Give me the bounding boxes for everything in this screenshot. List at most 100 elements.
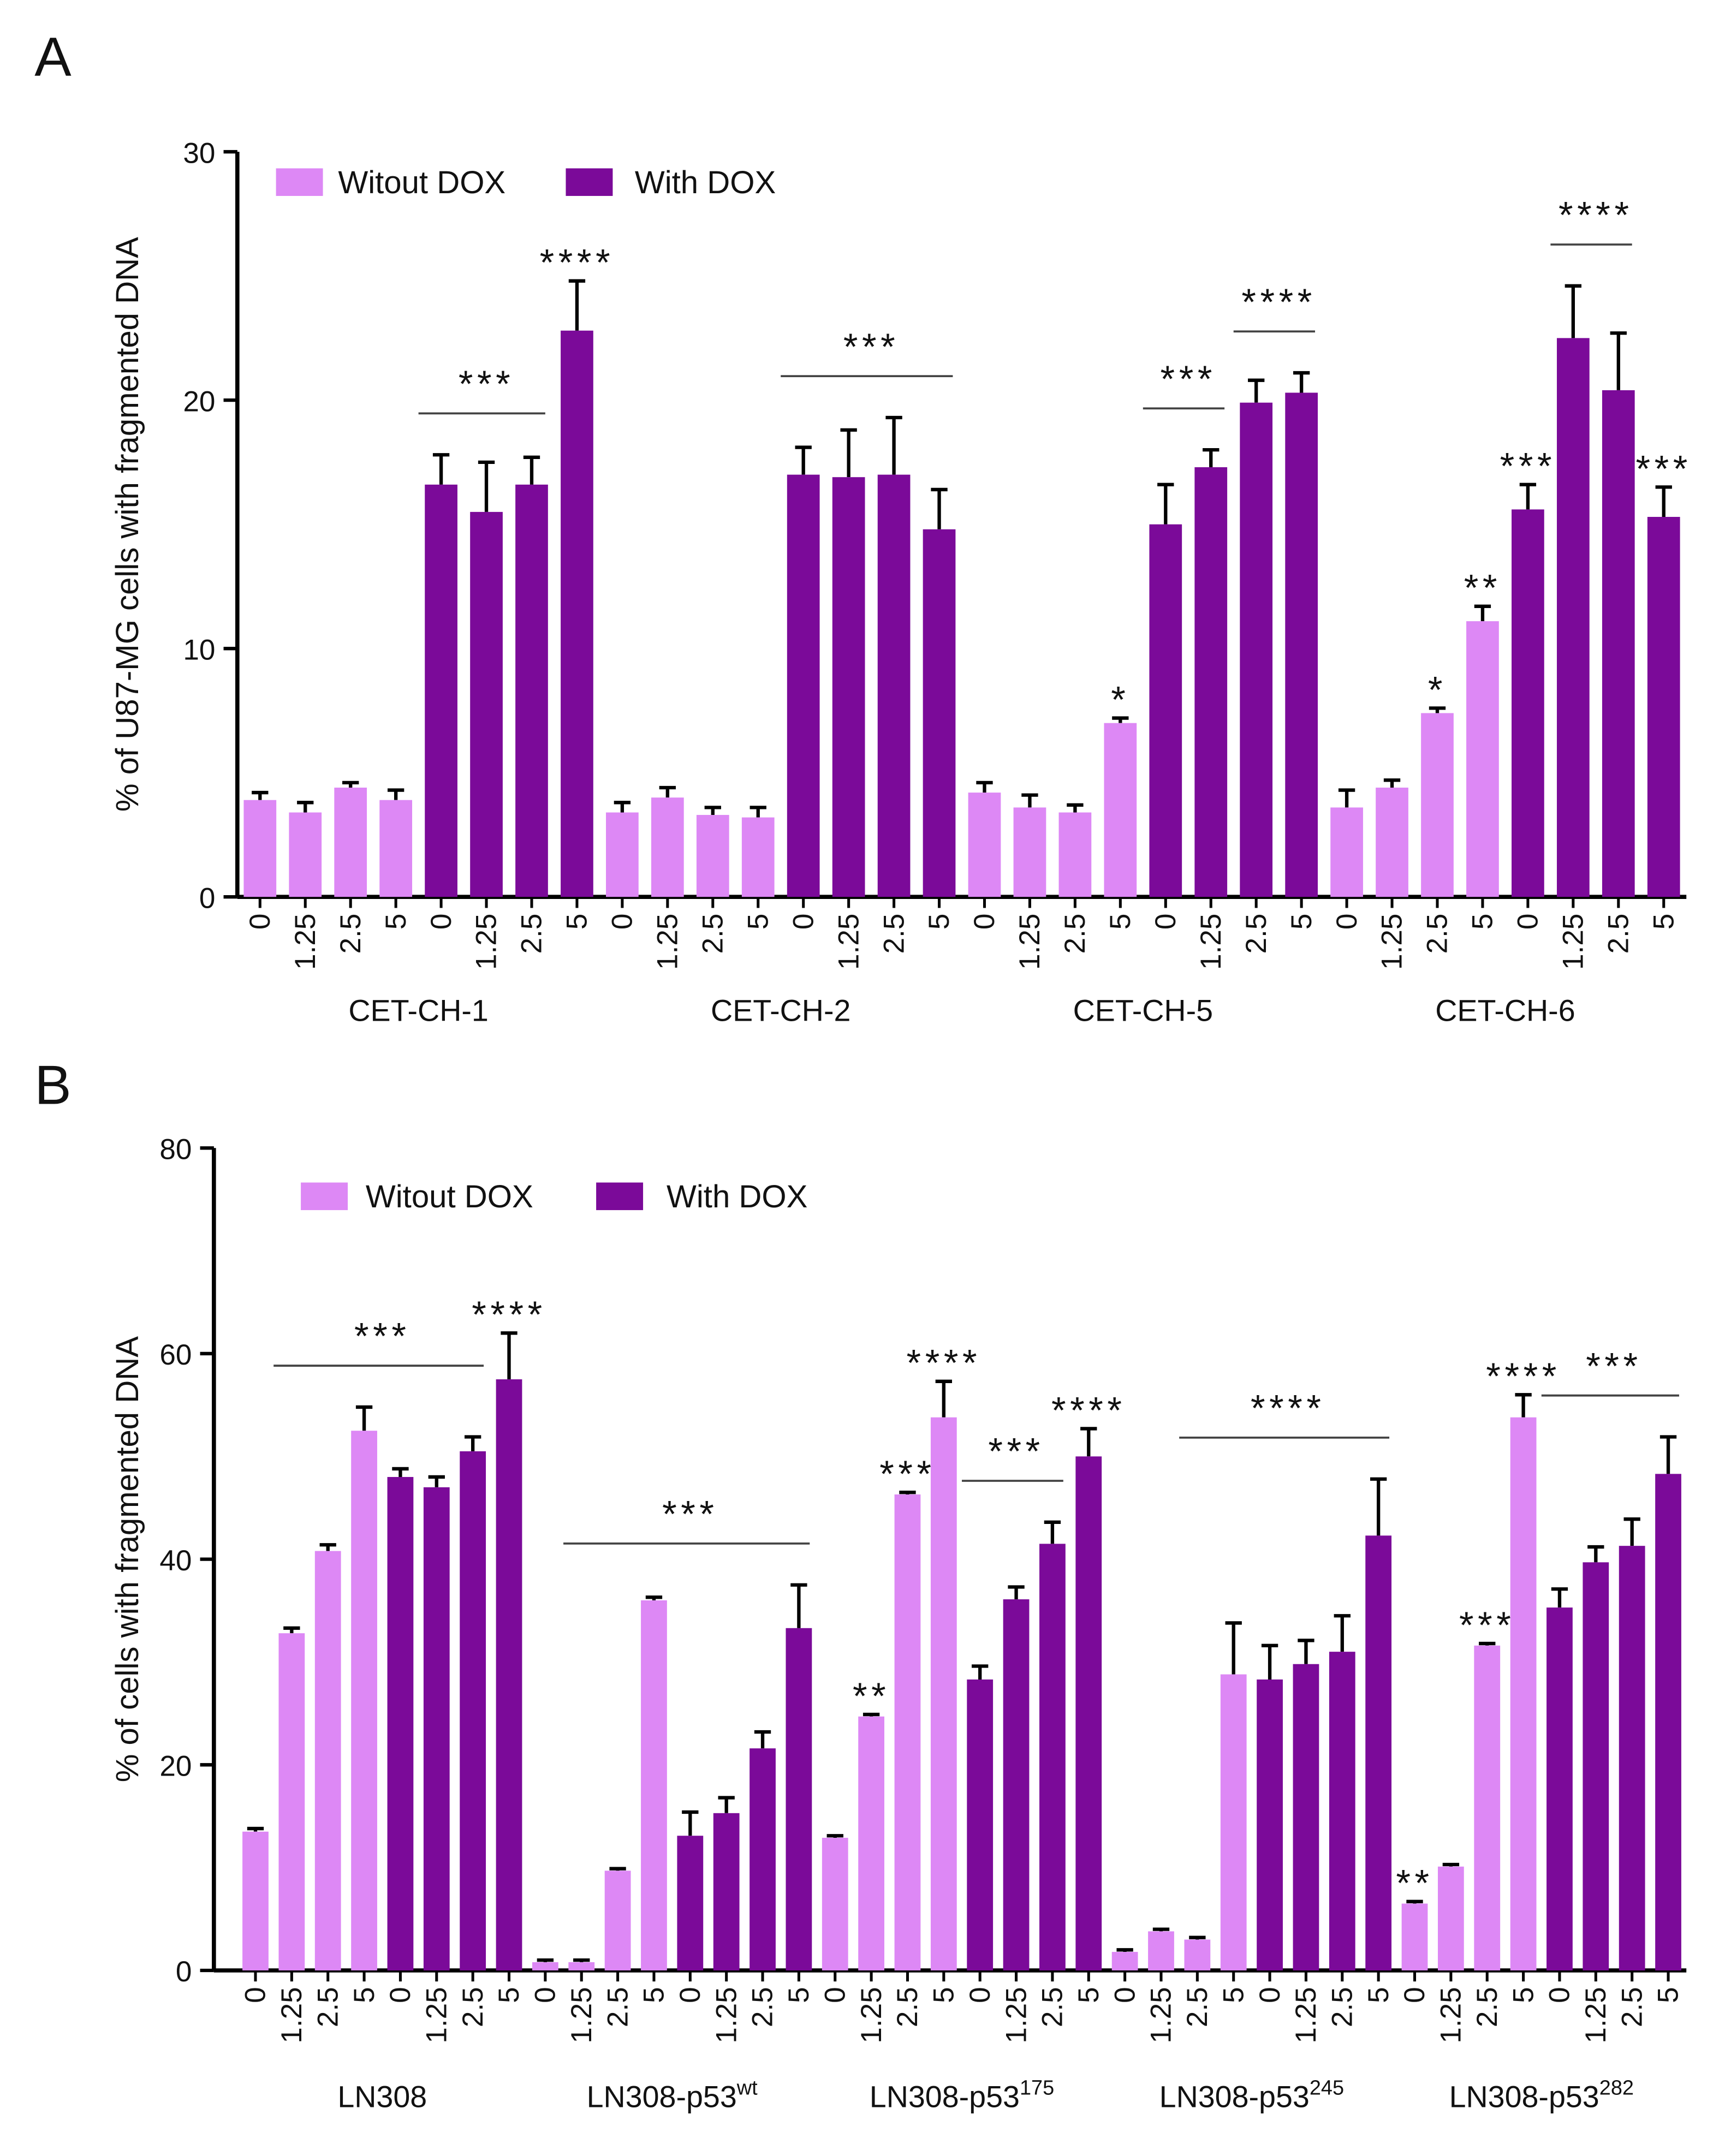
x-tick-label: 0 [240,1987,272,2003]
legend-label: Witout DOX [338,165,505,200]
x-tick-label: 2.5 [516,914,548,954]
bar [968,793,1001,897]
bar [379,800,413,897]
significance-label: *** [1636,448,1692,490]
x-tick-label: 1.25 [289,914,322,970]
bar [515,484,548,897]
y-tick-label: 80 [159,1134,192,1166]
x-tick-label: 1.25 [1195,914,1227,970]
bar [1039,1544,1066,1970]
bar [1602,390,1635,897]
x-tick-label: 5 [1507,1987,1539,2003]
significance-label: *** [354,1316,410,1357]
significance-label: ** [1396,1863,1433,1904]
bar [696,815,729,897]
bar [289,812,322,897]
bar [1365,1535,1392,1970]
x-tick-label: 2.5 [1037,1987,1069,2027]
bar [532,1962,558,1970]
x-tick-label: 0 [1512,914,1544,930]
significance-label: *** [1459,1605,1515,1646]
significance-label: *** [1586,1345,1641,1387]
bar [1329,1652,1355,1970]
x-tick-label: 5 [1652,1987,1685,2003]
bar [1510,1417,1537,1970]
bar [786,1628,812,1970]
bar [1149,524,1182,897]
bar [334,787,367,897]
bar [496,1379,522,1970]
x-tick-label: 0 [968,914,1001,930]
significance-label: ** [1464,568,1501,609]
group-label: CET-CH-5 [1073,994,1213,1028]
x-tick-label: 2.5 [1326,1987,1358,2027]
bar [1546,1607,1573,1970]
x-tick-label: 0 [1331,914,1363,930]
group-name: LN308-p53 [870,2080,1020,2113]
bar [1220,1674,1247,1970]
bar [1376,787,1408,897]
bar [822,1838,848,1970]
bar [604,1871,631,1970]
group-label: LN308 [337,2080,427,2113]
x-tick-label: 5 [1467,914,1499,930]
legend-label: With DOX [635,165,776,200]
significance-label: *** [1500,446,1556,487]
bar [561,330,593,897]
x-tick-label: 1.25 [420,1987,453,2043]
bar [1058,812,1092,897]
bar [641,1600,667,1970]
x-tick-label: 2.5 [1240,914,1272,954]
x-tick-label: 0 [425,914,457,930]
group-name: CET-CH-5 [1073,994,1213,1028]
panel-label: A [34,26,72,88]
x-tick-label: 1.25 [1145,1987,1177,2043]
legend-label: With DOX [667,1179,807,1214]
bar [1512,509,1544,897]
x-tick-label: 5 [1286,914,1318,930]
x-tick-label: 5 [561,914,593,930]
x-tick-label: 2.5 [312,1987,344,2027]
x-tick-label: 0 [1399,1987,1431,2003]
legend-swatch [596,1182,644,1211]
y-tick-label: 30 [183,137,215,169]
x-tick-label: 1.25 [1000,1987,1032,2043]
bar [1148,1931,1174,1970]
bar [460,1451,486,1970]
group-sup: 245 [1310,2077,1344,2100]
bar [1556,338,1590,897]
x-tick-label: 2.5 [878,914,910,954]
y-axis-label: % of cells with fragmented DNA [110,1336,145,1783]
x-tick-label: 1.25 [1580,1987,1612,2043]
y-axis-label: % of U87-MG cells with fragmented DNA [110,237,145,812]
group-label: LN308-p53wt [587,2077,758,2114]
x-tick-label: 2.5 [1471,1987,1503,2027]
group-label: LN308-p53245 [1159,2077,1344,2114]
x-tick-label: 1.25 [832,914,865,970]
x-tick-label: 2.5 [697,914,729,954]
x-tick-label: 5 [1073,1987,1105,2003]
bar [832,477,865,897]
legend-label: Witout DOX [366,1179,533,1214]
x-tick-label: 2.5 [1059,914,1091,954]
y-tick-label: 20 [183,385,215,418]
x-tick-label: 0 [1109,1987,1141,2003]
group-name: LN308-p53 [1159,2080,1310,2113]
panel-label: B [34,1054,71,1116]
bar [387,1476,414,1970]
bar [1285,392,1318,897]
x-tick-label: 1.25 [1557,914,1590,970]
group-name: LN308-p53 [587,2080,737,2113]
bar [243,800,277,897]
group-sup: 175 [1020,2077,1054,2100]
significance-label: *** [1161,359,1216,400]
x-tick-label: 5 [783,1987,815,2003]
x-tick-label: 1.25 [652,914,684,970]
x-tick-label: 1.25 [566,1987,598,2043]
x-tick-label: 5 [1217,1987,1250,2003]
group-name: CET-CH-2 [711,994,850,1028]
x-tick-label: 1.25 [710,1987,742,2043]
bar [1240,402,1273,897]
bar [425,484,457,897]
x-tick-label: 2.5 [335,914,367,954]
